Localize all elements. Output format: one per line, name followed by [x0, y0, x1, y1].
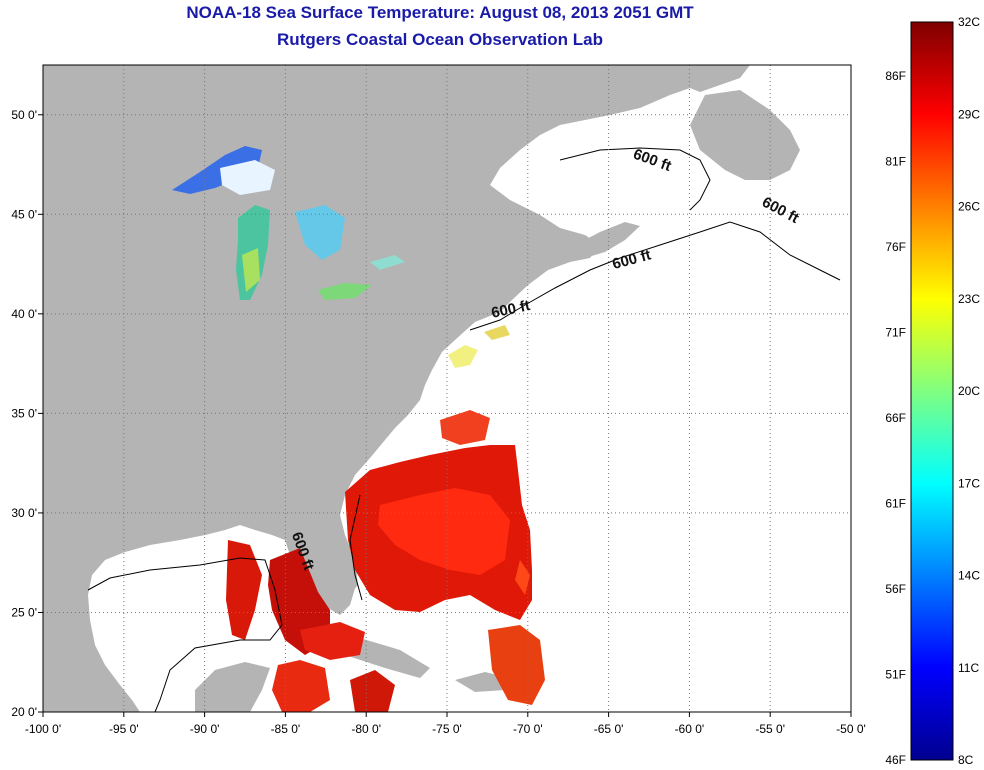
lon-tick-label: -90 0' [190, 722, 220, 736]
lat-tick-label: 35 0' [11, 406, 37, 420]
colorbar-fahrenheit-label: 61F [885, 497, 906, 511]
latitude-axis: 50 0' 45 0' 40 0' 35 0' 30 0' 25 0' 20 0' [11, 108, 43, 719]
lon-tick-label: -70 0' [513, 722, 543, 736]
lat-tick-label: 30 0' [11, 506, 37, 520]
colorbar-celsius-label: 14C [958, 569, 980, 583]
florida-land [300, 540, 356, 615]
lon-tick-label: -75 0' [432, 722, 462, 736]
lat-tick-label: 25 0' [11, 605, 37, 619]
nova-scotia-land [575, 222, 640, 258]
lat-tick-label: 50 0' [11, 108, 37, 122]
colorbar-fahrenheit-label: 86F [885, 69, 906, 83]
colorbar-fahrenheit-label: 46F [885, 753, 906, 767]
colorbar-celsius-label: 29C [958, 107, 980, 121]
lon-tick-label: -50 0' [836, 722, 866, 736]
yucatan-land [195, 662, 270, 712]
lon-tick-label: -80 0' [351, 722, 381, 736]
mid-atlantic-sst [448, 325, 510, 368]
colorbar-celsius-label: 11C [958, 661, 979, 675]
lon-tick-label: -95 0' [109, 722, 139, 736]
colorbar-celsius-label: 32C [958, 15, 980, 29]
map-subtitle: Rutgers Coastal Ocean Observation Lab [277, 30, 603, 49]
lat-tick-label: 45 0' [11, 207, 37, 221]
longitude-axis: -100 0' -95 0' -90 0' -85 0' -80 0' -75 0' -70… [25, 712, 866, 736]
lon-tick-label: -60 0' [675, 722, 705, 736]
colorbar-celsius-labels: 32C 29C 26C 23C 20C 17C 14C 11C 8C [958, 15, 980, 767]
colorbar [910, 21, 954, 761]
lon-tick-label: -65 0' [594, 722, 624, 736]
colorbar-fahrenheit-label: 76F [885, 240, 906, 254]
north-america-land [43, 65, 750, 712]
lat-tick-label: 20 0' [11, 705, 37, 719]
colorbar-celsius-label: 20C [958, 384, 980, 398]
colorbar-celsius-label: 26C [958, 200, 980, 214]
isobath-lines [87, 147, 841, 713]
lat-lon-grid [43, 65, 851, 712]
lat-tick-label: 40 0' [11, 307, 37, 321]
lon-tick-label: -85 0' [271, 722, 301, 736]
colorbar-fahrenheit-label: 81F [885, 155, 906, 169]
colorbar-fahrenheit-labels: 86F 81F 76F 71F 66F 61F 56F 51F 46F [885, 69, 906, 767]
colorbar-celsius-label: 8C [958, 753, 974, 767]
great-lakes-sst [172, 146, 405, 300]
colorbar-fahrenheit-label: 71F [885, 326, 906, 340]
colorbar-celsius-label: 17C [958, 476, 980, 490]
colorbar-fahrenheit-label: 51F [885, 668, 906, 682]
colorbar-fahrenheit-label: 66F [885, 411, 906, 425]
map-title: NOAA-18 Sea Surface Temperature: August … [186, 3, 694, 22]
colorbar-fahrenheit-label: 56F [885, 582, 906, 596]
newfoundland-land [690, 90, 800, 180]
gulf-stream-sst [226, 410, 545, 712]
lon-tick-label: -55 0' [755, 722, 785, 736]
lon-tick-label: -100 0' [25, 722, 61, 736]
colorbar-celsius-label: 23C [958, 292, 980, 306]
